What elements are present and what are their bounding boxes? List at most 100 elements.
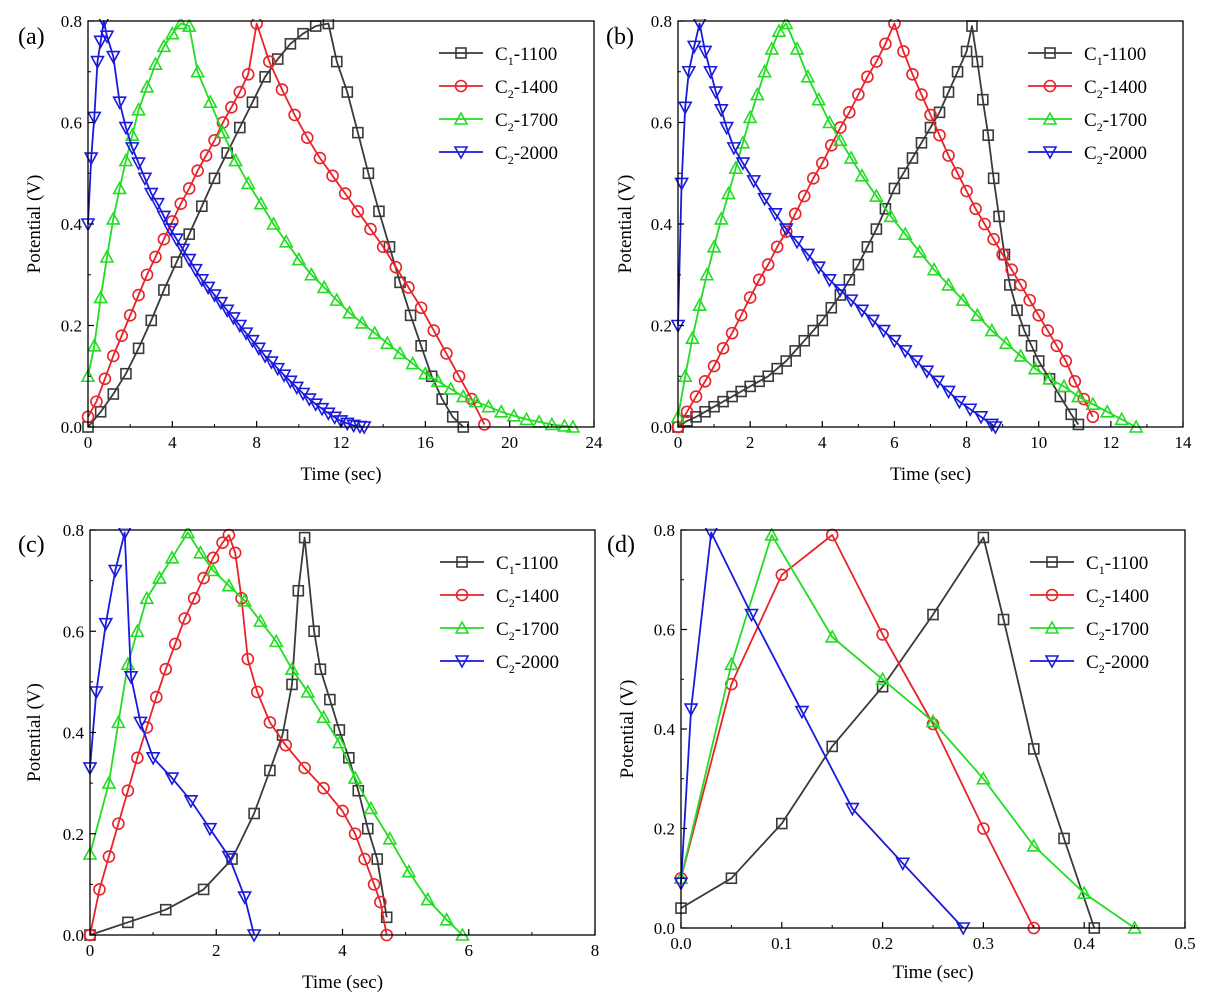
- data-point-c2-1400: [743, 291, 757, 304]
- y-tick-label: 0.8: [654, 521, 675, 540]
- data-point-c1-1100: [322, 19, 335, 30]
- data-point-c1-1100: [352, 126, 364, 139]
- y-tick-label: 0.6: [63, 622, 84, 641]
- data-point-c2-2000: [188, 263, 203, 278]
- data-point-c2-1400: [897, 45, 910, 58]
- y-tick-label: 0.2: [651, 317, 672, 336]
- data-point-c2-1400: [275, 83, 289, 96]
- data-point-c2-2000: [88, 686, 104, 700]
- data-point-c2-1400: [879, 37, 892, 51]
- data-point-c1-1100: [1065, 408, 1077, 421]
- data-point-c2-1700: [118, 152, 134, 167]
- data-point-c2-1400: [263, 716, 277, 729]
- x-axis-label: Time (sec): [892, 962, 973, 983]
- data-point-c2-1700: [101, 775, 117, 789]
- data-point-c2-1400: [288, 108, 301, 122]
- data-point-c1-1100: [234, 121, 246, 134]
- data-point-c1-1100: [982, 129, 995, 141]
- x-tick-label: 12: [333, 433, 350, 452]
- data-point-c2-1400: [977, 822, 990, 835]
- data-point-c2-1400: [250, 685, 264, 699]
- data-point-c2-1400: [149, 690, 163, 704]
- data-point-c2-1700: [105, 211, 121, 225]
- data-point-c2-2000: [681, 65, 697, 80]
- data-point-c2-2000: [232, 319, 248, 334]
- data-point-c2-1700: [268, 633, 284, 648]
- data-point-c2-2000: [321, 407, 336, 421]
- legend: C1-1100 C2-1400 C2-1700 C2-2000: [1030, 553, 1149, 676]
- series-line-c2-2000: [680, 531, 964, 929]
- y-tick-label: 0.6: [654, 621, 675, 640]
- legend-marker: [1045, 588, 1059, 602]
- data-point-c2-1400: [300, 131, 314, 145]
- data-point-c2-1700: [912, 244, 928, 258]
- data-point-c1-1100: [341, 86, 354, 98]
- x-tick-label: 0.1: [771, 934, 792, 953]
- data-point-c1-1100: [330, 55, 343, 68]
- y-tick-label: 0.2: [63, 825, 84, 844]
- panel-label: (a): [18, 24, 45, 50]
- data-point-c2-2000: [832, 284, 848, 298]
- data-point-c2-1400: [775, 568, 789, 582]
- data-point-c2-2000: [973, 411, 989, 425]
- data-point-c2-1400: [191, 164, 204, 178]
- data-point-c1-1100: [826, 740, 839, 753]
- y-axis-label: Potential (V): [615, 175, 636, 274]
- data-point-c2-2000: [219, 304, 235, 318]
- data-point-c1-1100: [807, 324, 820, 337]
- data-point-c1-1100: [993, 210, 1005, 223]
- data-point-c2-1700: [764, 528, 780, 541]
- data-point-c2-2000: [952, 395, 967, 410]
- data-point-c2-1400: [123, 309, 137, 322]
- data-point-c2-1400: [90, 395, 103, 408]
- series-line-c2-2000: [89, 531, 255, 936]
- data-point-c2-1700: [800, 69, 816, 83]
- data-point-c2-1700: [439, 912, 455, 926]
- legend: C1-1100 C2-1400 C2-1700 C2-2000: [439, 44, 558, 167]
- data-point-c2-2000: [757, 192, 772, 207]
- data-point-c2-1400: [680, 405, 694, 419]
- data-point-c1-1100: [1011, 304, 1023, 317]
- data-point-c2-1700: [193, 545, 208, 559]
- x-tick-label: 4: [818, 433, 827, 452]
- data-point-c2-1700: [215, 124, 231, 139]
- legend-entry-c1-1100: C1-1100: [495, 44, 557, 68]
- legend-entry-c2-1400: C2-1400: [1084, 77, 1147, 101]
- data-point-c2-1400: [348, 827, 362, 841]
- x-tick-label: 20: [501, 433, 518, 452]
- legend-entry-c2-2000: C2-2000: [1086, 652, 1149, 676]
- data-point-c1-1100: [798, 334, 811, 347]
- data-point-c1-1100: [248, 807, 260, 820]
- data-point-c1-1100: [94, 405, 107, 418]
- data-point-c2-2000: [897, 345, 913, 359]
- data-point-c2-2000: [908, 355, 924, 369]
- data-point-c1-1100: [259, 71, 271, 83]
- data-point-c2-1400: [843, 106, 856, 119]
- data-point-c1-1100: [977, 531, 990, 544]
- data-point-c2-1700: [173, 19, 189, 30]
- data-point-c1-1100: [284, 38, 297, 50]
- legend-marker: [454, 655, 470, 669]
- data-point-c2-2000: [183, 795, 199, 809]
- data-point-c2-1400: [440, 347, 453, 360]
- data-point-c2-1400: [716, 342, 730, 355]
- legend-entry-c2-1400: C2-1400: [496, 586, 559, 610]
- data-point-c2-1700: [926, 262, 942, 276]
- data-point-c2-1700: [1076, 885, 1092, 899]
- data-point-c1-1100: [361, 822, 374, 835]
- data-point-c2-1400: [149, 250, 162, 264]
- data-point-c2-1400: [815, 156, 829, 170]
- data-point-c2-1400: [806, 172, 820, 185]
- data-point-c2-1400: [102, 850, 116, 863]
- series-group: [80, 19, 581, 435]
- data-point-c1-1100: [888, 182, 901, 195]
- data-point-c2-2000: [162, 223, 178, 237]
- data-point-c1-1100: [1018, 324, 1031, 337]
- panel-label: (b): [606, 24, 634, 50]
- data-point-c2-2000: [194, 274, 210, 288]
- data-point-c2-1700: [706, 239, 722, 253]
- data-point-c2-1700: [164, 26, 180, 40]
- data-point-c2-2000: [726, 142, 742, 156]
- data-point-c2-1700: [347, 770, 363, 784]
- legend-entry-c1-1100: C1-1100: [1084, 44, 1146, 68]
